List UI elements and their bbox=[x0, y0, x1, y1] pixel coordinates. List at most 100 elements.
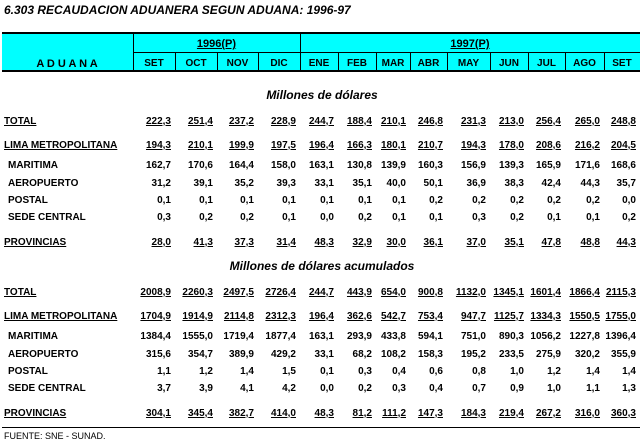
cell: 2312,3 bbox=[265, 311, 296, 322]
cell: 251,4 bbox=[187, 116, 213, 127]
cell: 267,2 bbox=[535, 408, 561, 419]
row-label: PROVINCIAS bbox=[4, 237, 67, 248]
cell: 204,5 bbox=[610, 140, 636, 151]
cell: 158,3 bbox=[417, 349, 443, 360]
cell: 35,7 bbox=[616, 178, 636, 189]
row-label: LIMA METROPOLITANA bbox=[4, 311, 118, 322]
cell: 542,7 bbox=[380, 311, 406, 322]
cell: 0,1 bbox=[320, 195, 334, 206]
cell: 0,2 bbox=[510, 212, 524, 223]
cell: 0,1 bbox=[429, 212, 443, 223]
cell: 4,1 bbox=[240, 383, 254, 394]
cell: 890,3 bbox=[498, 331, 524, 342]
cell: 0,2 bbox=[429, 195, 443, 206]
cell: 0,1 bbox=[392, 212, 406, 223]
cell: 0,1 bbox=[240, 195, 254, 206]
cell: 0,3 bbox=[358, 366, 372, 377]
cell: 178,0 bbox=[498, 140, 524, 151]
cell: 246,8 bbox=[417, 116, 443, 127]
cell: 195,2 bbox=[460, 349, 486, 360]
rule bbox=[604, 52, 605, 72]
month-label: SET bbox=[612, 58, 632, 69]
cell: 1345,1 bbox=[493, 287, 524, 298]
cell: 231,3 bbox=[460, 116, 486, 127]
cell: 0,9 bbox=[510, 383, 524, 394]
cell: 1056,2 bbox=[530, 331, 561, 342]
cell: 1,2 bbox=[199, 366, 213, 377]
cell: 216,2 bbox=[574, 140, 600, 151]
cell: 81,2 bbox=[352, 408, 372, 419]
cell: 1396,4 bbox=[605, 331, 636, 342]
cell: 33,1 bbox=[314, 178, 334, 189]
cell: 32,9 bbox=[352, 237, 372, 248]
cell: 1125,7 bbox=[493, 311, 524, 322]
cell: 1,2 bbox=[547, 366, 561, 377]
cell: 1555,0 bbox=[182, 331, 213, 342]
cell: 39,1 bbox=[193, 178, 213, 189]
month-label: AGO bbox=[573, 58, 596, 69]
cell: 156,9 bbox=[460, 160, 486, 171]
rule bbox=[528, 52, 529, 72]
cell: 0,2 bbox=[510, 195, 524, 206]
cell: 0,8 bbox=[472, 366, 486, 377]
cell: 208,6 bbox=[535, 140, 561, 151]
month-label: MAR bbox=[381, 58, 405, 69]
cell: 0,1 bbox=[282, 212, 296, 223]
cell: 222,3 bbox=[145, 116, 171, 127]
month-label: OCT bbox=[185, 58, 207, 69]
cell: 0,1 bbox=[320, 366, 334, 377]
cell: 429,2 bbox=[270, 349, 296, 360]
month-label: ENE bbox=[308, 58, 330, 69]
cell: 0,4 bbox=[429, 383, 443, 394]
cell: 1,0 bbox=[510, 366, 524, 377]
cell: 1,0 bbox=[547, 383, 561, 394]
cell: 382,7 bbox=[228, 408, 254, 419]
row-label: MARITIMA bbox=[8, 331, 58, 342]
cell: 194,3 bbox=[460, 140, 486, 151]
cell: 0,1 bbox=[358, 195, 372, 206]
cell: 293,9 bbox=[346, 331, 372, 342]
cell: 31,4 bbox=[276, 237, 296, 248]
cell: 265,0 bbox=[574, 116, 600, 127]
cell: 0,1 bbox=[547, 212, 561, 223]
section-heading: Millones de dólares acumulados bbox=[229, 259, 415, 273]
cell: 316,0 bbox=[574, 408, 600, 419]
cell: 48,3 bbox=[314, 237, 334, 248]
rule bbox=[490, 52, 491, 72]
cell: 210,1 bbox=[187, 140, 213, 151]
cell: 35,1 bbox=[352, 178, 372, 189]
row-label: TOTAL bbox=[4, 116, 37, 127]
cell: 1384,4 bbox=[140, 331, 171, 342]
title: 6.303 RECAUDACION ADUANERA SEGUN ADUANA:… bbox=[4, 3, 351, 17]
cell: 362,6 bbox=[346, 311, 372, 322]
cell: 164,4 bbox=[228, 160, 254, 171]
cell: 48,8 bbox=[580, 237, 600, 248]
rule bbox=[258, 52, 259, 72]
month-label: MAY bbox=[457, 58, 480, 69]
cell: 50,1 bbox=[423, 178, 443, 189]
cell: 345,4 bbox=[187, 408, 213, 419]
cell: 1,3 bbox=[622, 383, 636, 394]
cell: 168,6 bbox=[610, 160, 636, 171]
cell: 158,0 bbox=[270, 160, 296, 171]
cell: 31,2 bbox=[151, 178, 171, 189]
section-heading: Millones de dólares bbox=[266, 88, 378, 102]
cell: 210,1 bbox=[380, 116, 406, 127]
cell: 0,1 bbox=[282, 195, 296, 206]
cell: 2115,3 bbox=[605, 287, 636, 298]
cell: 900,8 bbox=[417, 287, 443, 298]
cell: 139,3 bbox=[498, 160, 524, 171]
year-label: 1997(P) bbox=[450, 38, 490, 50]
cell: 275,9 bbox=[535, 349, 561, 360]
cell: 147,3 bbox=[417, 408, 443, 419]
cell: 3,7 bbox=[157, 383, 171, 394]
rule bbox=[410, 52, 411, 72]
cell: 1132,0 bbox=[455, 287, 486, 298]
cell: 37,3 bbox=[234, 237, 254, 248]
rule bbox=[2, 427, 640, 428]
cell: 654,0 bbox=[380, 287, 406, 298]
cell: 1334,3 bbox=[530, 311, 561, 322]
cell: 196,4 bbox=[308, 140, 334, 151]
cell: 35,2 bbox=[234, 178, 254, 189]
